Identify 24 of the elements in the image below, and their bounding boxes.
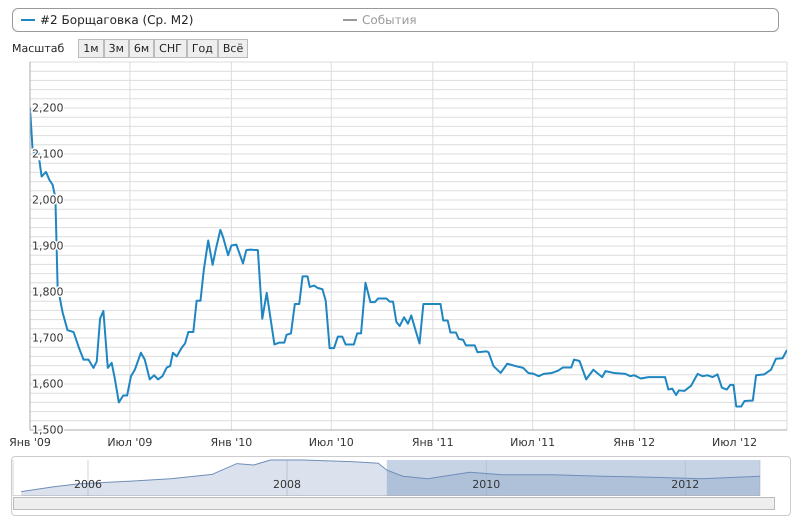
- x-tick-label: Янв '11: [412, 436, 454, 449]
- x-tick-label: Янв '10: [210, 436, 252, 449]
- x-tick-label: Июл '10: [308, 436, 354, 449]
- x-tick-label: Июл '11: [510, 436, 556, 449]
- text: СНГ: [154, 39, 187, 58]
- text: 1м: [78, 39, 104, 58]
- text: Всё: [218, 39, 248, 58]
- text: 3м: [104, 39, 129, 58]
- legend-label: События: [362, 13, 417, 27]
- x-tick-label: Июл '09: [107, 436, 152, 449]
- x-tick-label: 2010: [472, 478, 500, 491]
- y-tick-label: 1,700: [32, 332, 64, 344]
- x-tick-label: 2008: [272, 478, 301, 491]
- y-tick-label: 2,200: [32, 102, 64, 114]
- y-tick-label: 1,600: [32, 378, 64, 390]
- text: Год: [186, 39, 218, 58]
- x-tick-label: Июл '12: [712, 436, 758, 449]
- x-tick-label: Янв '12: [613, 436, 656, 449]
- y-tick-label: 1,500: [32, 424, 64, 436]
- x-tick-label: 2012: [671, 478, 700, 491]
- text: Масштаб: [12, 42, 64, 55]
- text: 6м: [128, 39, 154, 58]
- legend-label: #2 Борщаговка (Ср. М2): [40, 13, 194, 27]
- x-tick-label: Янв '09: [9, 436, 51, 449]
